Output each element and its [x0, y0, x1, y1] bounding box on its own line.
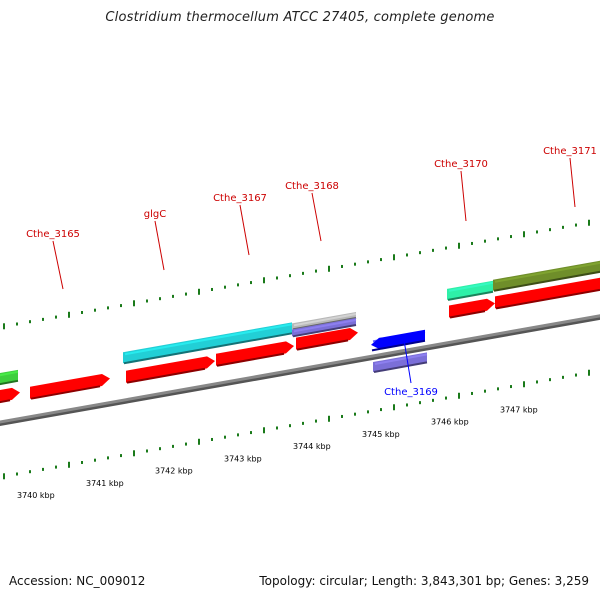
labels-layer: 3740 kbp 3741 kbp 3742 kbp 3743 kbp 3744 kbp…	[17, 146, 597, 500]
cds-band-highlight	[448, 281, 494, 292]
genome-summary-text: Topology: circular; Length: 3,843,301 bp…	[259, 574, 589, 588]
gene-label: glgC	[144, 209, 166, 220]
gene-arrow-forward-highlight	[31, 375, 101, 390]
gene-arrow-forward	[30, 373, 110, 399]
scale-label: 3744 kbp	[293, 442, 331, 451]
cds-band-highlight	[0, 370, 19, 377]
gene-arrow-forward-edge	[0, 399, 11, 404]
cds-band-highlight	[293, 319, 357, 333]
scale-label: 3743 kbp	[224, 454, 262, 463]
gene-arrow-forward-highlight	[217, 342, 285, 357]
cds-band-edge	[493, 270, 600, 292]
gene-arrow-forward-highlight	[127, 357, 206, 374]
scale-label: 3747 kbp	[500, 406, 538, 415]
gene-arrow-forward	[296, 328, 358, 350]
cds-band-highlight	[494, 261, 600, 283]
cds-band-edge	[0, 379, 19, 386]
scale-label: 3745 kbp	[362, 430, 400, 439]
gene-leader-line	[569, 157, 576, 208]
scale-label: 3740 kbp	[17, 491, 55, 500]
gene-arrow-reverse-highlight	[372, 330, 426, 343]
scale-label: 3746 kbp	[431, 418, 469, 427]
backbone-layer	[0, 314, 600, 427]
gene-leader-line	[403, 339, 412, 384]
gene-leader-line	[52, 240, 64, 290]
gene-label: Cthe_3171	[543, 146, 597, 157]
gene-leader-line	[239, 204, 250, 256]
gene-arrow-forward-edge	[30, 385, 101, 400]
gene-arrow-forward-highlight	[297, 329, 349, 341]
gene-arrow-forward	[216, 341, 294, 366]
cds-band-highlight	[124, 323, 293, 356]
gene-label: Cthe_3170	[434, 159, 488, 170]
gene-arrow-forward-highlight	[496, 278, 600, 300]
cds-band-reverse-edge	[373, 361, 428, 373]
gene-arrow-forward	[449, 298, 495, 318]
scale-label: 3742 kbp	[155, 467, 193, 476]
gene-label: Cthe_3169	[384, 387, 438, 398]
ticks-layer	[3, 219, 590, 480]
gene-arrow-forward-edge	[296, 339, 349, 351]
gene-label: Cthe_3165	[26, 229, 80, 240]
gene-leader-line	[460, 170, 467, 222]
gene-arrow-forward-highlight	[450, 300, 486, 309]
gene-arrow-forward-edge	[216, 352, 285, 367]
accession-text: Accession: NC_009012	[9, 574, 146, 588]
backbone-line	[0, 314, 600, 424]
gene-arrow-forward	[126, 356, 215, 383]
gene-arrow-forward-edge	[126, 367, 206, 384]
gene-arrow-reverse-edge	[371, 339, 426, 352]
cds-band-edge	[292, 324, 357, 338]
gene-arrow-forward-edge	[495, 288, 600, 310]
cds-band-edge	[447, 290, 494, 301]
backbone-shadow	[0, 315, 600, 427]
gene-label: Cthe_3167	[213, 193, 267, 204]
map-title: Clostridium thermocellum ATCC 27405, com…	[105, 10, 495, 25]
cds-band-highlight	[293, 313, 357, 327]
gene-arrow-forward-highlight	[0, 389, 11, 394]
features-layer	[0, 260, 600, 404]
cds-band-reverse-highlight	[374, 353, 428, 365]
gene-leader-line	[311, 192, 322, 242]
gene-label: Cthe_3168	[285, 181, 339, 192]
scale-label: 3741 kbp	[86, 479, 124, 488]
gene-arrow-forward-edge	[449, 310, 486, 319]
cds-band-edge	[123, 332, 293, 365]
gene-leader-line	[154, 220, 165, 271]
